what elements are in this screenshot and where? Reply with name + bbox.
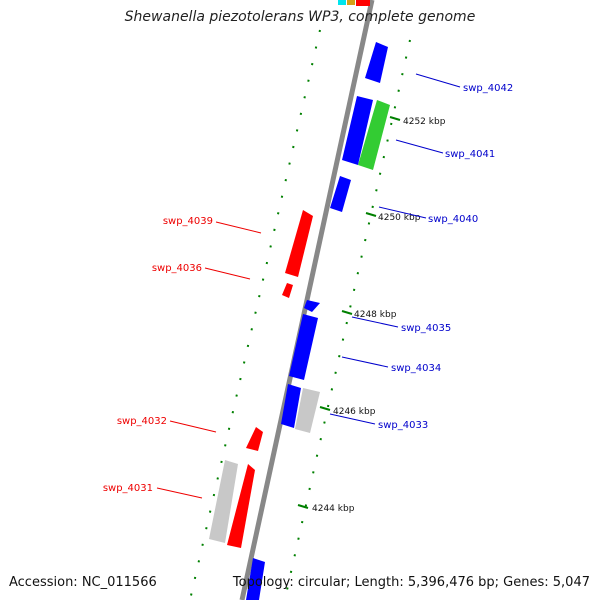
gene-feature[interactable]: [342, 96, 373, 165]
gene-label-swp-4032[interactable]: swp_4032: [117, 416, 167, 427]
gene-feature[interactable]: [227, 464, 255, 548]
gene-feature[interactable]: [347, 0, 355, 5]
gene-feature[interactable]: [295, 388, 320, 433]
gene-feature[interactable]: [356, 0, 370, 6]
gene-feature[interactable]: [358, 100, 390, 170]
leader-line: [378, 206, 427, 219]
tick-label: 4244 kbp: [312, 504, 355, 514]
gene-feature[interactable]: [304, 300, 320, 312]
gene-label-swp-4040[interactable]: swp_4040: [428, 214, 478, 225]
gene-feature[interactable]: [209, 460, 238, 543]
gene-feature[interactable]: [338, 0, 346, 5]
genome-info-label: Topology: circular; Length: 5,396,476 bp…: [232, 575, 590, 590]
leader-line: [415, 73, 461, 88]
tick-label: 4248 kbp: [354, 310, 397, 320]
gene-feature[interactable]: [365, 42, 388, 83]
gene-feature[interactable]: [330, 176, 351, 212]
gene-feature[interactable]: [281, 384, 301, 428]
tick-label: 4252 kbp: [403, 117, 446, 127]
guide-track: [189, 29, 321, 600]
gene-label-swp-4042[interactable]: swp_4042: [463, 83, 513, 94]
leader-line: [395, 139, 444, 154]
gene-label-swp-4035[interactable]: swp_4035: [401, 323, 451, 334]
leader-line: [169, 420, 217, 433]
scale-tick: [389, 116, 401, 121]
leader-line: [351, 316, 399, 328]
gene-label-swp-4041[interactable]: swp_4041: [445, 149, 495, 160]
gene-feature[interactable]: [289, 314, 318, 380]
gene-feature[interactable]: [282, 283, 293, 298]
gene-label-swp-4034[interactable]: swp_4034: [391, 363, 441, 374]
gene-label-swp-4036[interactable]: swp_4036: [152, 263, 202, 274]
leader-line: [341, 356, 389, 368]
accession-label: Accession: NC_011566: [9, 575, 157, 590]
tick-label: 4250 kbp: [378, 213, 421, 223]
leader-line: [156, 487, 203, 499]
leader-line: [329, 413, 376, 425]
scale-tick: [319, 406, 331, 411]
scale-tick: [365, 212, 377, 217]
gene-feature[interactable]: [246, 427, 263, 451]
gene-feature[interactable]: [246, 558, 265, 600]
tick-label: 4246 kbp: [333, 407, 376, 417]
gene-label-swp-4031[interactable]: swp_4031: [103, 483, 153, 494]
leader-line: [204, 267, 251, 280]
gene-label-swp-4039[interactable]: swp_4039: [163, 216, 213, 227]
leader-line: [215, 221, 262, 234]
gene-feature[interactable]: [285, 210, 313, 277]
scale-tick: [341, 310, 353, 315]
map-title: Shewanella piezotolerans WP3, complete g…: [124, 9, 476, 25]
scale-tick: [297, 504, 309, 509]
gene-label-swp-4033[interactable]: swp_4033: [378, 420, 428, 431]
